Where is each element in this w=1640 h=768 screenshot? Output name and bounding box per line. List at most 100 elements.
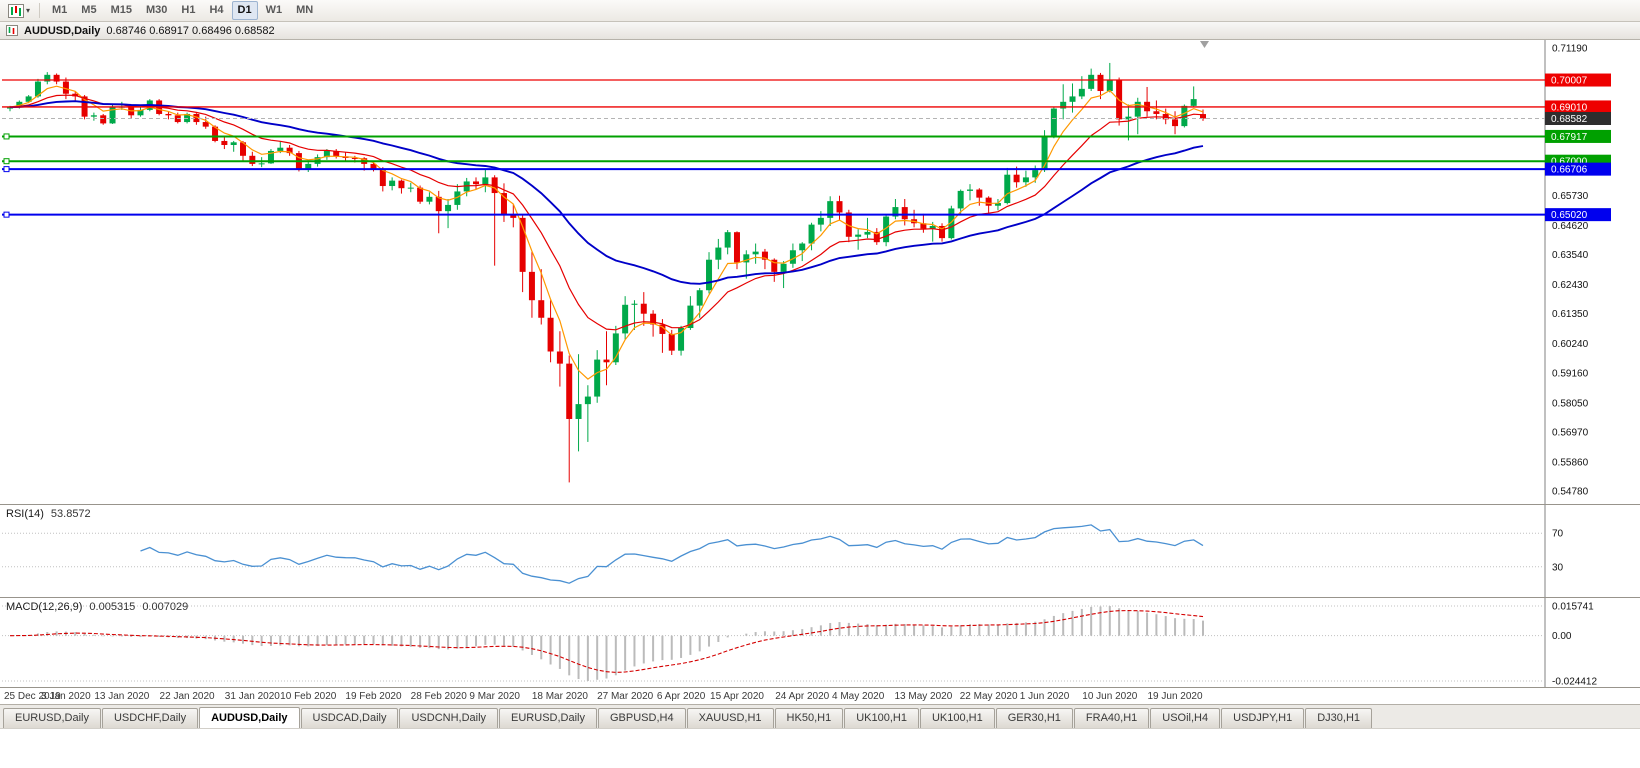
- svg-text:0.67917: 0.67917: [1551, 132, 1588, 143]
- timeframe-button-mn[interactable]: MN: [296, 4, 314, 16]
- date-label: 6 Apr 2020: [656, 691, 706, 702]
- rsi-header: RSI(14) 53.8572: [6, 508, 91, 520]
- price-badge: 0.66706: [1545, 162, 1611, 176]
- date-label: 25 Dec 2019: [4, 691, 61, 702]
- rsi-levels: 70 30: [2, 529, 1564, 573]
- macd-header: MACD(12,26,9) 0.005315 0.007029: [6, 601, 188, 613]
- chart-tab-15-dj30-h1[interactable]: DJ30,H1: [1305, 708, 1373, 728]
- price-badge: 0.69010: [1545, 100, 1611, 114]
- rsi-canvas[interactable]: 70 30: [0, 505, 1638, 597]
- date-label: 10 Feb 2020: [280, 691, 337, 702]
- chart-title-ohlc: 0.68746 0.68917 0.68496 0.68582: [106, 24, 275, 37]
- chart-tab-13-usoil-h4[interactable]: USOil,H4: [1150, 708, 1221, 728]
- date-label: 28 Feb 2020: [410, 691, 467, 702]
- new-chart-button[interactable]: ▾: [5, 3, 33, 19]
- svg-text:0.54780: 0.54780: [1552, 487, 1589, 498]
- chart-window: AUDUSD,Daily 0.68746 0.68917 0.68496 0.6…: [0, 22, 1640, 704]
- date-axis: 25 Dec 2019 3 Jan 2020 13 Jan 2020 22 Jan 2…: [0, 687, 1640, 704]
- macd-panel: MACD(12,26,9) 0.005315 0.007029 0.015741…: [0, 597, 1640, 687]
- svg-text:0.60240: 0.60240: [1552, 339, 1589, 350]
- chart-title-symbol: AUDUSD,Daily: [24, 24, 101, 37]
- svg-text:0.61350: 0.61350: [1552, 309, 1589, 320]
- svg-text:0.59160: 0.59160: [1552, 368, 1589, 379]
- rsi-panel: RSI(14) 53.8572 70 30: [0, 504, 1640, 597]
- date-label: 9 Mar 2020: [469, 691, 520, 702]
- date-label: 3 Jan 2020: [41, 691, 91, 702]
- chart-titlebar[interactable]: AUDUSD,Daily 0.68746 0.68917 0.68496 0.6…: [0, 22, 1640, 40]
- chart-tab-14-usdjpy-h1[interactable]: USDJPY,H1: [1221, 708, 1305, 728]
- toolbar: ▾ M1 M5 M15 M30 H1 H4 D1 W1 MN: [0, 0, 1640, 22]
- rsi-line: [140, 524, 1204, 584]
- svg-text:0.71190: 0.71190: [1552, 44, 1588, 55]
- line-handle[interactable]: [3, 133, 10, 140]
- svg-text:0.66706: 0.66706: [1551, 165, 1588, 176]
- macd-levels: 0.015741 0.00 -0.024412: [2, 602, 1597, 687]
- timeframe-button-d1[interactable]: D1: [231, 1, 258, 20]
- status-bar: [0, 728, 1640, 768]
- date-label: 15 Apr 2020: [710, 691, 764, 702]
- candlestick-chart-icon: [8, 3, 24, 18]
- toolbar-separator: [39, 3, 41, 18]
- main-chart-panel: 0.71190 0.65730 0.64620 0.63540 0.62430 0.613…: [0, 40, 1640, 504]
- chart-tab-1-usdchf-daily[interactable]: USDCHF,Daily: [101, 708, 199, 728]
- chart-tab-0-eurusd-daily[interactable]: EURUSD,Daily: [3, 708, 101, 728]
- date-label: 4 May 2020: [832, 691, 885, 702]
- ma-line-slow: [9, 100, 1204, 285]
- timeframe-button-m1[interactable]: M1: [52, 4, 68, 16]
- timeframe-button-w1[interactable]: W1: [265, 4, 283, 16]
- svg-text:30: 30: [1552, 562, 1564, 573]
- chart-tab-5-eurusd-daily[interactable]: EURUSD,Daily: [499, 708, 597, 728]
- ma-line-fast: [9, 85, 1204, 380]
- svg-text:0.58050: 0.58050: [1552, 398, 1589, 409]
- timeframe-buttons: M1 M5 M15 M30 H1 H4 D1 W1 MN: [46, 1, 319, 20]
- chart-tab-10-uk100-h1[interactable]: UK100,H1: [919, 708, 995, 728]
- line-handle[interactable]: [3, 211, 10, 218]
- chart-tab-9-uk100-h1[interactable]: UK100,H1: [844, 708, 919, 728]
- date-label: 19 Jun 2020: [1147, 691, 1203, 702]
- date-label: 27 Mar 2020: [597, 691, 654, 702]
- chart-tab-11-ger30-h1[interactable]: GER30,H1: [995, 708, 1073, 728]
- chart-tab-6-gbpusd-h4[interactable]: GBPUSD,H4: [598, 708, 686, 728]
- date-label: 18 Mar 2020: [531, 691, 588, 702]
- line-handle[interactable]: [3, 166, 10, 173]
- macd-signal-line: [9, 610, 1204, 673]
- macd-canvas[interactable]: 0.015741 0.00 -0.024412: [0, 598, 1638, 687]
- price-axis-ticks: 0.71190 0.65730 0.64620 0.63540 0.62430 0.613…: [1552, 44, 1589, 498]
- line-handle[interactable]: [3, 158, 10, 165]
- date-label: 24 Apr 2020: [775, 691, 830, 702]
- timeframe-button-m30[interactable]: M30: [145, 4, 168, 16]
- svg-text:0.55860: 0.55860: [1552, 457, 1589, 468]
- svg-text:0.69010: 0.69010: [1551, 102, 1588, 113]
- date-label: 22 May 2020: [959, 691, 1018, 702]
- svg-text:0.65020: 0.65020: [1551, 210, 1588, 221]
- chart-tab-7-xauusd-h1[interactable]: XAUUSD,H1: [686, 708, 774, 728]
- chart-tab-12-fra40-h1[interactable]: FRA40,H1: [1073, 708, 1150, 728]
- chart-tab-4-usdcnh-daily[interactable]: USDCNH,Daily: [399, 708, 499, 728]
- tab-bar: EURUSD,Daily USDCHF,Daily AUDUSD,Daily USDC…: [0, 704, 1640, 728]
- price-badge: 0.70007: [1545, 73, 1611, 87]
- date-label: 19 Feb 2020: [345, 691, 402, 702]
- chart-tab-8-hk50-h1[interactable]: HK50,H1: [774, 708, 844, 728]
- timeframe-button-h4[interactable]: H4: [209, 4, 224, 16]
- candles-layer: [7, 62, 1206, 483]
- timeframe-button-h1[interactable]: H1: [181, 4, 196, 16]
- svg-text:0.015741: 0.015741: [1552, 602, 1594, 613]
- timeframe-button-m15[interactable]: M15: [110, 4, 132, 16]
- timeframe-button-m5[interactable]: M5: [81, 4, 97, 16]
- date-label: 31 Jan 2020: [224, 691, 280, 702]
- date-label: 13 May 2020: [894, 691, 953, 702]
- svg-text:0.56970: 0.56970: [1552, 427, 1589, 438]
- chart-tab-2-audusd-daily[interactable]: AUDUSD,Daily: [199, 707, 300, 728]
- chart-shift-marker[interactable]: [1200, 41, 1209, 48]
- date-label: 22 Jan 2020: [159, 691, 215, 702]
- svg-text:0.70007: 0.70007: [1551, 76, 1588, 87]
- ma-line-medium: [9, 94, 1204, 331]
- chevron-down-icon: ▾: [26, 5, 31, 15]
- svg-text:0.00: 0.00: [1552, 631, 1572, 642]
- price-badge: 0.67917: [1545, 129, 1611, 143]
- date-label: 13 Jan 2020: [94, 691, 150, 702]
- svg-text:0.62430: 0.62430: [1552, 280, 1589, 291]
- chart-tab-3-usdcad-daily[interactable]: USDCAD,Daily: [300, 708, 399, 728]
- main-chart-canvas[interactable]: 0.71190 0.65730 0.64620 0.63540 0.62430 0.613…: [0, 40, 1638, 504]
